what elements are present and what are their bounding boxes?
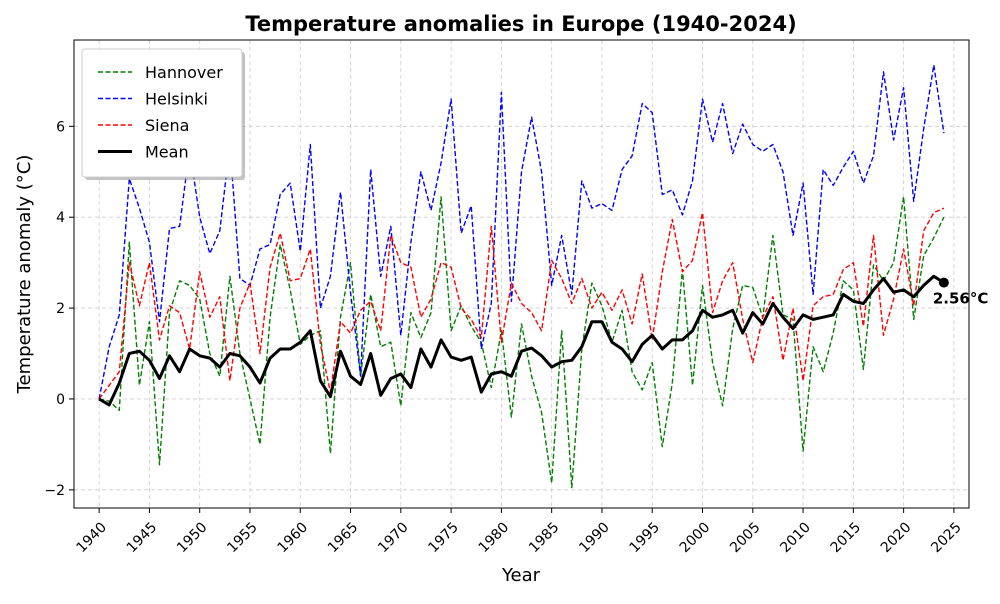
y-tick-label: −2 — [44, 483, 65, 499]
y-tick-label: 4 — [56, 210, 65, 226]
x-tick-label: 1950 — [174, 520, 211, 557]
series-line-siena — [98, 207, 945, 400]
plot-frame — [73, 39, 970, 509]
series-line-hannover — [98, 196, 945, 489]
end-value-annotation: 2.56°C — [933, 277, 989, 308]
x-tick-label: 1945 — [124, 520, 161, 557]
x-tick-label: 1975 — [425, 520, 462, 557]
legend-label-siena: Siena — [145, 116, 189, 135]
x-tick-label: 1995 — [627, 520, 664, 557]
x-tick-label: 1955 — [224, 520, 261, 557]
x-tick-label: 1940 — [73, 520, 110, 557]
end-value-label: 2.56°C — [933, 290, 989, 308]
y-axis: −2 0 2 4 6 — [44, 119, 74, 499]
x-axis-label: Year — [501, 565, 541, 586]
series-line-helsinki — [98, 64, 945, 400]
legend-box — [81, 48, 243, 178]
y-tick-label: 0 — [56, 392, 65, 408]
x-tick-label: 1985 — [526, 520, 563, 557]
x-tick-label: 1980 — [476, 520, 513, 557]
x-axis: 1940 1945 1950 1955 1960 1965 1970 1975 1980 1985… — [73, 508, 965, 557]
x-tick-label: 1970 — [375, 520, 412, 557]
series-line-mean — [98, 274, 945, 407]
x-tick-label: 2020 — [878, 520, 915, 557]
legend[interactable]: Hannover Helsinki Siena Mean — [81, 48, 245, 180]
legend-label-hannover: Hannover — [145, 63, 223, 82]
x-tick-label: 1965 — [325, 520, 362, 557]
grid — [74, 40, 969, 508]
x-tick-label: 2010 — [777, 520, 814, 557]
x-tick-label: 2015 — [828, 520, 865, 557]
legend-label-mean: Mean — [145, 143, 189, 162]
x-tick-label: 2000 — [677, 520, 714, 557]
y-axis-label: Temperature anomaly (°C) — [14, 155, 35, 395]
x-tick-label: 2025 — [928, 520, 965, 557]
legend-label-helsinki: Helsinki — [145, 90, 208, 109]
y-tick-label: 2 — [56, 301, 65, 317]
series-lines — [98, 64, 945, 489]
legend-items: Hannover Helsinki Siena Mean — [98, 63, 223, 162]
x-tick-label: 1960 — [275, 520, 312, 557]
x-tick-label: 2005 — [727, 520, 764, 557]
x-tick-label: 1990 — [576, 520, 613, 557]
end-point-marker — [938, 277, 949, 288]
y-tick-label: 6 — [56, 119, 65, 135]
chart-title: Temperature anomalies in Europe (1940-20… — [245, 12, 796, 36]
